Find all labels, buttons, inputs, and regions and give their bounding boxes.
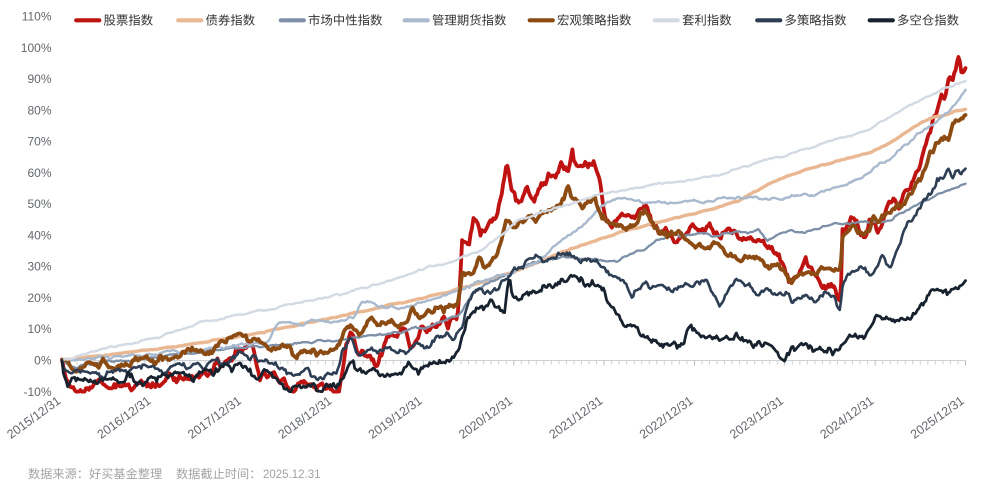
svg-text:50%: 50% xyxy=(27,197,51,211)
svg-text:-10%: -10% xyxy=(23,385,51,399)
svg-text:80%: 80% xyxy=(27,103,51,117)
svg-text:70%: 70% xyxy=(27,135,51,149)
svg-text:2025.12.31: 2025.12.31 xyxy=(263,469,321,481)
svg-text:100%: 100% xyxy=(21,41,52,55)
svg-text:40%: 40% xyxy=(27,228,51,242)
svg-text:0%: 0% xyxy=(34,354,52,368)
svg-text:20%: 20% xyxy=(27,291,51,305)
svg-text:60%: 60% xyxy=(27,166,51,180)
svg-text:90%: 90% xyxy=(27,72,51,86)
svg-text:110%: 110% xyxy=(22,10,52,24)
svg-text:30%: 30% xyxy=(27,260,51,274)
svg-text:10%: 10% xyxy=(27,322,51,336)
